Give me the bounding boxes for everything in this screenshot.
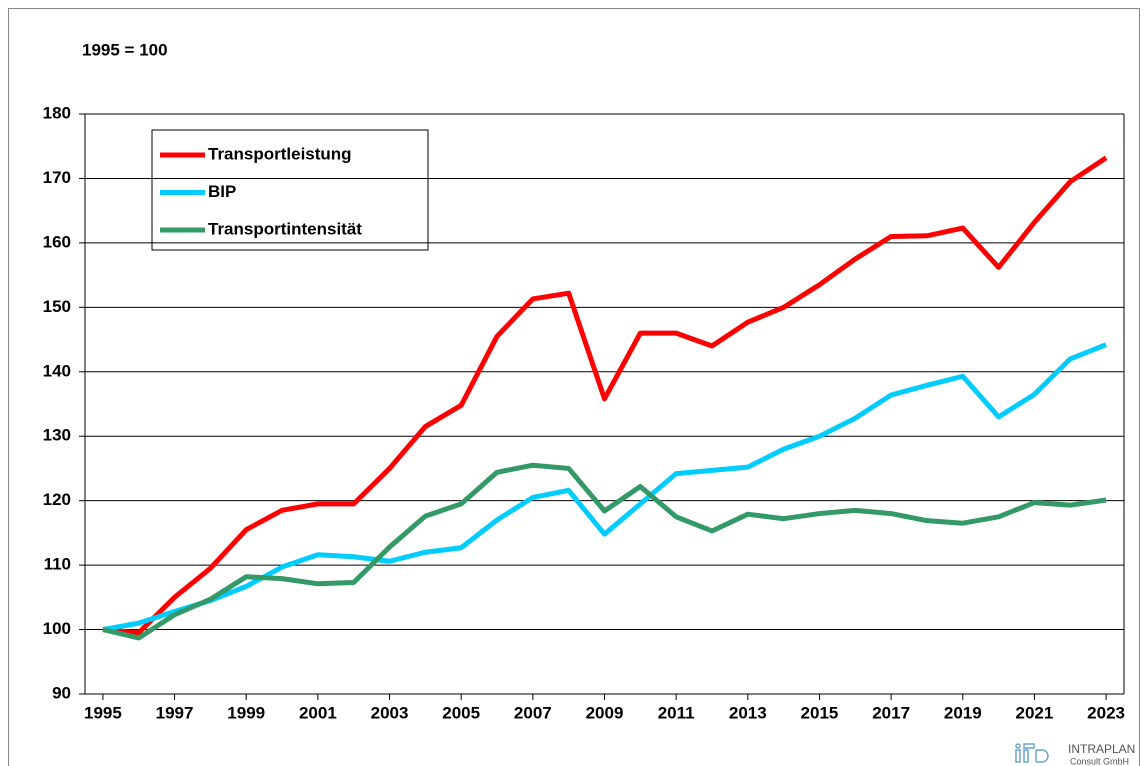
y-tick-label: 160 [43,232,71,251]
frame [8,8,1140,766]
subtitle: 1995 = 100 [82,40,168,59]
logo-text: INTRAPLAN [1068,742,1135,756]
y-tick-label: 100 [43,619,71,638]
x-tick-label: 1995 [84,703,122,722]
legend-label: Transportintensität [208,219,362,238]
x-tick-label: 2003 [371,703,409,722]
logo-icon [1015,743,1049,763]
line [102,342,1108,633]
x-tick-label: 2017 [872,703,910,722]
y-tick-label: 120 [43,490,71,509]
legend-label: Transportleistung [208,144,352,163]
x-tick-label: 2009 [586,703,624,722]
x-tick-label: 1997 [156,703,194,722]
y-tick-label: 90 [52,683,71,702]
x-tick-label: 2011 [658,703,695,722]
y-tick-label: 170 [43,168,71,187]
y-tick-label: 150 [43,297,71,316]
y-tick-label: 140 [43,361,71,380]
y-tick-label: 180 [43,103,71,122]
x-tick-label: 2021 [1016,703,1054,722]
x-tick-label: 2005 [442,703,480,722]
x-tick-label: 2023 [1087,703,1125,722]
x-tick-label: 2007 [514,703,552,722]
x-tick-label: 2013 [729,703,767,722]
y-tick-label: 130 [43,426,71,445]
x-tick-label: 2001 [299,703,337,722]
line [102,155,1108,636]
line [102,462,1107,641]
legend-label: BIP [208,182,236,201]
x-tick-label: 2019 [944,703,982,722]
logo-text: Consult GmbH [1070,756,1129,766]
x-tick-label: 2015 [801,703,839,722]
x-tick-label: 1999 [227,703,265,722]
y-tick-label: 110 [44,555,71,574]
